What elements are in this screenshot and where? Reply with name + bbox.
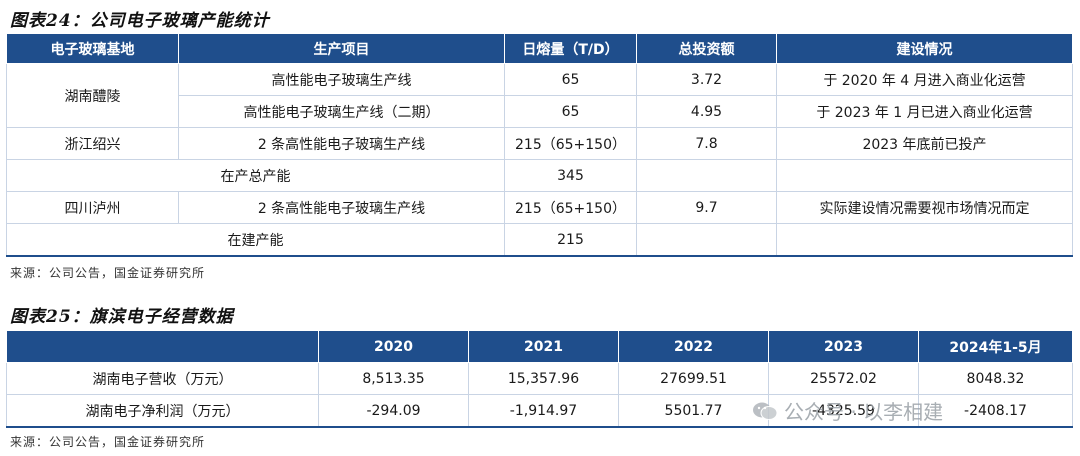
header-status: 建设情况 <box>776 33 1073 64</box>
cell-melt: 215（65+150） <box>504 127 637 160</box>
cell-status: 于 2023 年 1 月已进入商业化运营 <box>776 95 1073 128</box>
cell-value: 15,357.96 <box>468 362 619 395</box>
figure-25-source: 来源：公司公告，国金证券研究所 <box>10 435 206 449</box>
figure-24-title: 图表24：公司电子玻璃产能统计 <box>10 11 270 31</box>
cell-melt: 65 <box>504 63 637 96</box>
cell-value: -294.09 <box>318 394 469 428</box>
cell-base: 浙江绍兴 <box>6 127 179 160</box>
cell-invest <box>636 223 777 257</box>
cell-invest <box>636 159 777 192</box>
header-melt: 日熔量（T/D） <box>504 33 637 64</box>
cell-value: 27699.51 <box>618 362 769 395</box>
capacity-table: 电子玻璃基地 生产项目 日熔量（T/D） 总投资额 建设情况 湖南醴陵 高性能电… <box>6 33 1073 257</box>
header-2020: 2020 <box>318 330 469 363</box>
table-row: 湖南醴陵 高性能电子玻璃生产线 65 3.72 于 2020 年 4 月进入商业… <box>6 63 1073 128</box>
cell-status: 实际建设情况需要视市场情况而定 <box>776 191 1073 224</box>
cell-project: 2 条高性能电子玻璃生产线 <box>178 127 505 160</box>
cell-value: 25572.02 <box>768 362 919 395</box>
cell-invest: 9.7 <box>636 191 777 224</box>
cell-value: 5501.77 <box>618 394 769 428</box>
table-row: 高性能电子玻璃生产线（二期） 65 4.95 于 2023 年 1 月已进入商业… <box>7 95 1073 128</box>
table-row: 在产总产能 345 <box>6 159 1073 192</box>
cell-melt: 215（65+150） <box>504 191 637 224</box>
cell-status: 2023 年底前已投产 <box>776 127 1073 160</box>
table-row: 湖南电子营收（万元） 8,513.35 15,357.96 27699.51 2… <box>6 362 1073 395</box>
cell-base: 湖南醴陵 <box>6 63 179 128</box>
cell-invest: 7.8 <box>636 127 777 160</box>
cell-value: -2408.17 <box>918 394 1073 428</box>
table-header-row: 电子玻璃基地 生产项目 日熔量（T/D） 总投资额 建设情况 <box>6 33 1073 64</box>
row-label-revenue: 湖南电子营收（万元） <box>6 362 319 395</box>
cell-value: -4325.59 <box>768 394 919 428</box>
header-invest: 总投资额 <box>636 33 777 64</box>
header-base: 电子玻璃基地 <box>6 33 179 64</box>
figure-24-source: 来源：公司公告，国金证券研究所 <box>10 266 206 280</box>
watermark: 公众号 · 以李相建 <box>752 396 943 425</box>
cell-status <box>776 223 1073 257</box>
cell-invest: 3.72 <box>636 63 777 96</box>
table-row: 在建产能 215 <box>6 223 1073 257</box>
operating-data-table: 2020 2021 2022 2023 2024年1-5月 湖南电子营收（万元）… <box>6 330 1073 428</box>
table-row: 浙江绍兴 2 条高性能电子玻璃生产线 215（65+150） 7.8 2023 … <box>6 127 1073 160</box>
cell-status: 于 2020 年 4 月进入商业化运营 <box>776 63 1073 96</box>
cell-project: 高性能电子玻璃生产线 <box>178 63 505 96</box>
cell-status <box>776 159 1073 192</box>
cell-base: 四川泸州 <box>6 191 179 224</box>
row-label-net-profit: 湖南电子净利润（万元） <box>6 394 319 428</box>
cell-project: 2 条高性能电子玻璃生产线 <box>178 191 505 224</box>
cell-project: 高性能电子玻璃生产线（二期） <box>178 95 505 128</box>
wechat-icon <box>753 402 778 420</box>
cell-invest: 4.95 <box>636 95 777 128</box>
cell-melt: 345 <box>504 159 637 192</box>
table-header-row: 2020 2021 2022 2023 2024年1-5月 <box>6 330 1073 363</box>
cell-value: 8,513.35 <box>318 362 469 395</box>
header-2022: 2022 <box>618 330 769 363</box>
cell-total-label: 在产总产能 <box>6 159 505 192</box>
cell-value: 8048.32 <box>918 362 1073 395</box>
header-2024-jan-may: 2024年1-5月 <box>918 330 1073 363</box>
cell-melt: 65 <box>504 95 637 128</box>
cell-value: -1,914.97 <box>468 394 619 428</box>
cell-melt: 215 <box>504 223 637 257</box>
table-row: 湖南电子净利润（万元） -294.09 -1,914.97 5501.77 -4… <box>6 394 1073 428</box>
table-row: 四川泸州 2 条高性能电子玻璃生产线 215（65+150） 9.7 实际建设情… <box>6 191 1073 224</box>
cell-total-label: 在建产能 <box>6 223 505 257</box>
figure-25-title: 图表25：旗滨电子经营数据 <box>10 307 234 327</box>
header-project: 生产项目 <box>178 33 505 64</box>
header-2023: 2023 <box>768 330 919 363</box>
header-2021: 2021 <box>468 330 619 363</box>
header-blank <box>6 330 319 363</box>
watermark-text: 公众号 · 以李相建 <box>784 400 944 424</box>
